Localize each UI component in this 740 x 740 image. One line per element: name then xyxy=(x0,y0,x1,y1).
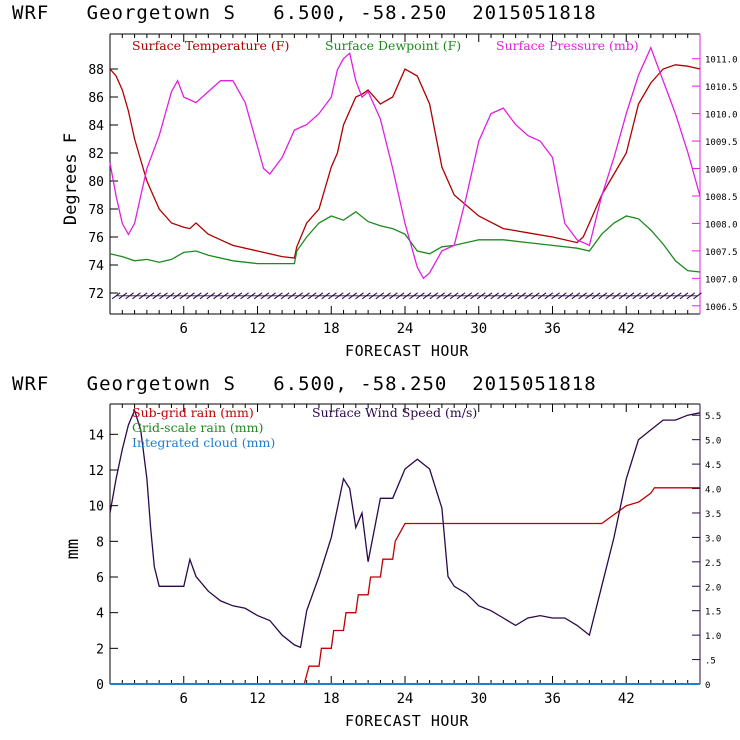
y2-tick-label: 2.0 xyxy=(705,583,721,593)
x-tick-label: 30 xyxy=(470,691,487,707)
series-line xyxy=(109,210,701,273)
x-axis-label: FORECAST HOUR xyxy=(345,712,469,730)
y-tick-label: 86 xyxy=(88,91,104,106)
x-axis-label: FORECAST HOUR xyxy=(345,342,469,360)
legend-entry: Sub-grid rain (mm) xyxy=(132,405,254,420)
x-tick-label: 18 xyxy=(323,321,340,337)
y-tick-label: 8 xyxy=(96,535,104,550)
legend-entry: Surface Pressure (mb) xyxy=(496,38,639,53)
y-tick-label: 4 xyxy=(96,607,104,622)
y-tick-label: 80 xyxy=(88,175,104,190)
x-tick-label: 6 xyxy=(180,321,188,337)
legend-entry: Surface Temperature (F) xyxy=(132,38,289,53)
x-tick-label: 30 xyxy=(470,321,487,337)
y-tick-label: 10 xyxy=(88,500,104,515)
y-tick-label: 6 xyxy=(96,571,104,586)
y2-tick-label: 5.5 xyxy=(705,412,721,422)
y-axis-label: mm xyxy=(63,539,83,559)
y-tick-label: 14 xyxy=(88,428,104,443)
y2-tick-label: 1008.0 xyxy=(705,220,738,230)
y2-tick-label: 1011.0 xyxy=(705,56,738,66)
x-tick-label: 12 xyxy=(249,691,266,707)
y2-tick-label: 1.5 xyxy=(705,608,721,618)
series-line xyxy=(109,64,701,259)
y2-tick-label: 2.5 xyxy=(705,559,721,569)
series-line xyxy=(110,487,700,685)
y-tick-label: 84 xyxy=(88,119,104,134)
y-tick-label: 82 xyxy=(88,147,104,162)
y2-tick-label: 1009.0 xyxy=(705,166,738,176)
y-tick-label: 74 xyxy=(88,259,104,274)
y-tick-label: 72 xyxy=(88,287,104,302)
y2-tick-label: .5 xyxy=(705,657,716,667)
y2-tick-label: 1009.5 xyxy=(705,138,738,148)
bottom-chart-title: WRF Georgetown S 6.500, -58.250 20150518… xyxy=(12,373,597,395)
y-tick-label: 78 xyxy=(88,203,104,218)
y2-tick-label: 1007.0 xyxy=(705,275,738,285)
y-tick-label: 2 xyxy=(96,642,104,657)
x-tick-label: 36 xyxy=(544,691,561,707)
legend-entry: Grid-scale rain (mm) xyxy=(132,420,263,435)
series-line xyxy=(109,408,701,649)
top-chart-title: WRF Georgetown S 6.500, -58.250 20150518… xyxy=(12,2,597,24)
y2-tick-label: 4.0 xyxy=(705,486,721,496)
x-tick-label: 24 xyxy=(397,691,414,707)
y2-tick-label: 4.5 xyxy=(705,461,721,471)
y2-tick-label: 1008.5 xyxy=(705,193,738,203)
x-tick-label: 6 xyxy=(180,691,188,707)
y2-tick-label: 1007.5 xyxy=(705,248,738,258)
y-tick-label: 12 xyxy=(88,464,104,479)
y2-tick-label: 1006.5 xyxy=(705,303,738,313)
x-tick-label: 18 xyxy=(323,691,340,707)
y-tick-label: 0 xyxy=(96,678,104,693)
x-tick-label: 12 xyxy=(249,321,266,337)
x-tick-label: 42 xyxy=(618,321,635,337)
y2-tick-label: 1.0 xyxy=(705,632,721,642)
y-axis-label: Degrees F xyxy=(61,133,81,225)
y2-tick-label: 0 xyxy=(705,681,710,691)
series-line xyxy=(109,45,701,280)
y2-tick-label: 3.5 xyxy=(705,510,721,520)
y-tick-label: 76 xyxy=(88,231,104,246)
y-tick-label: 88 xyxy=(88,63,104,78)
y2-tick-label: 1010.5 xyxy=(705,83,738,93)
x-tick-label: 24 xyxy=(397,321,414,337)
legend-entry: Integrated cloud (mm) xyxy=(132,435,275,450)
y2-tick-label: 1010.0 xyxy=(705,111,738,121)
y2-tick-label: 3.0 xyxy=(705,534,721,544)
x-tick-label: 36 xyxy=(544,321,561,337)
legend-entry: Surface Dewpoint (F) xyxy=(325,38,461,53)
legend-entry: Surface Wind Speed (m/s) xyxy=(312,405,477,420)
x-tick-label: 42 xyxy=(618,691,635,707)
y2-tick-label: 5.0 xyxy=(705,437,721,447)
